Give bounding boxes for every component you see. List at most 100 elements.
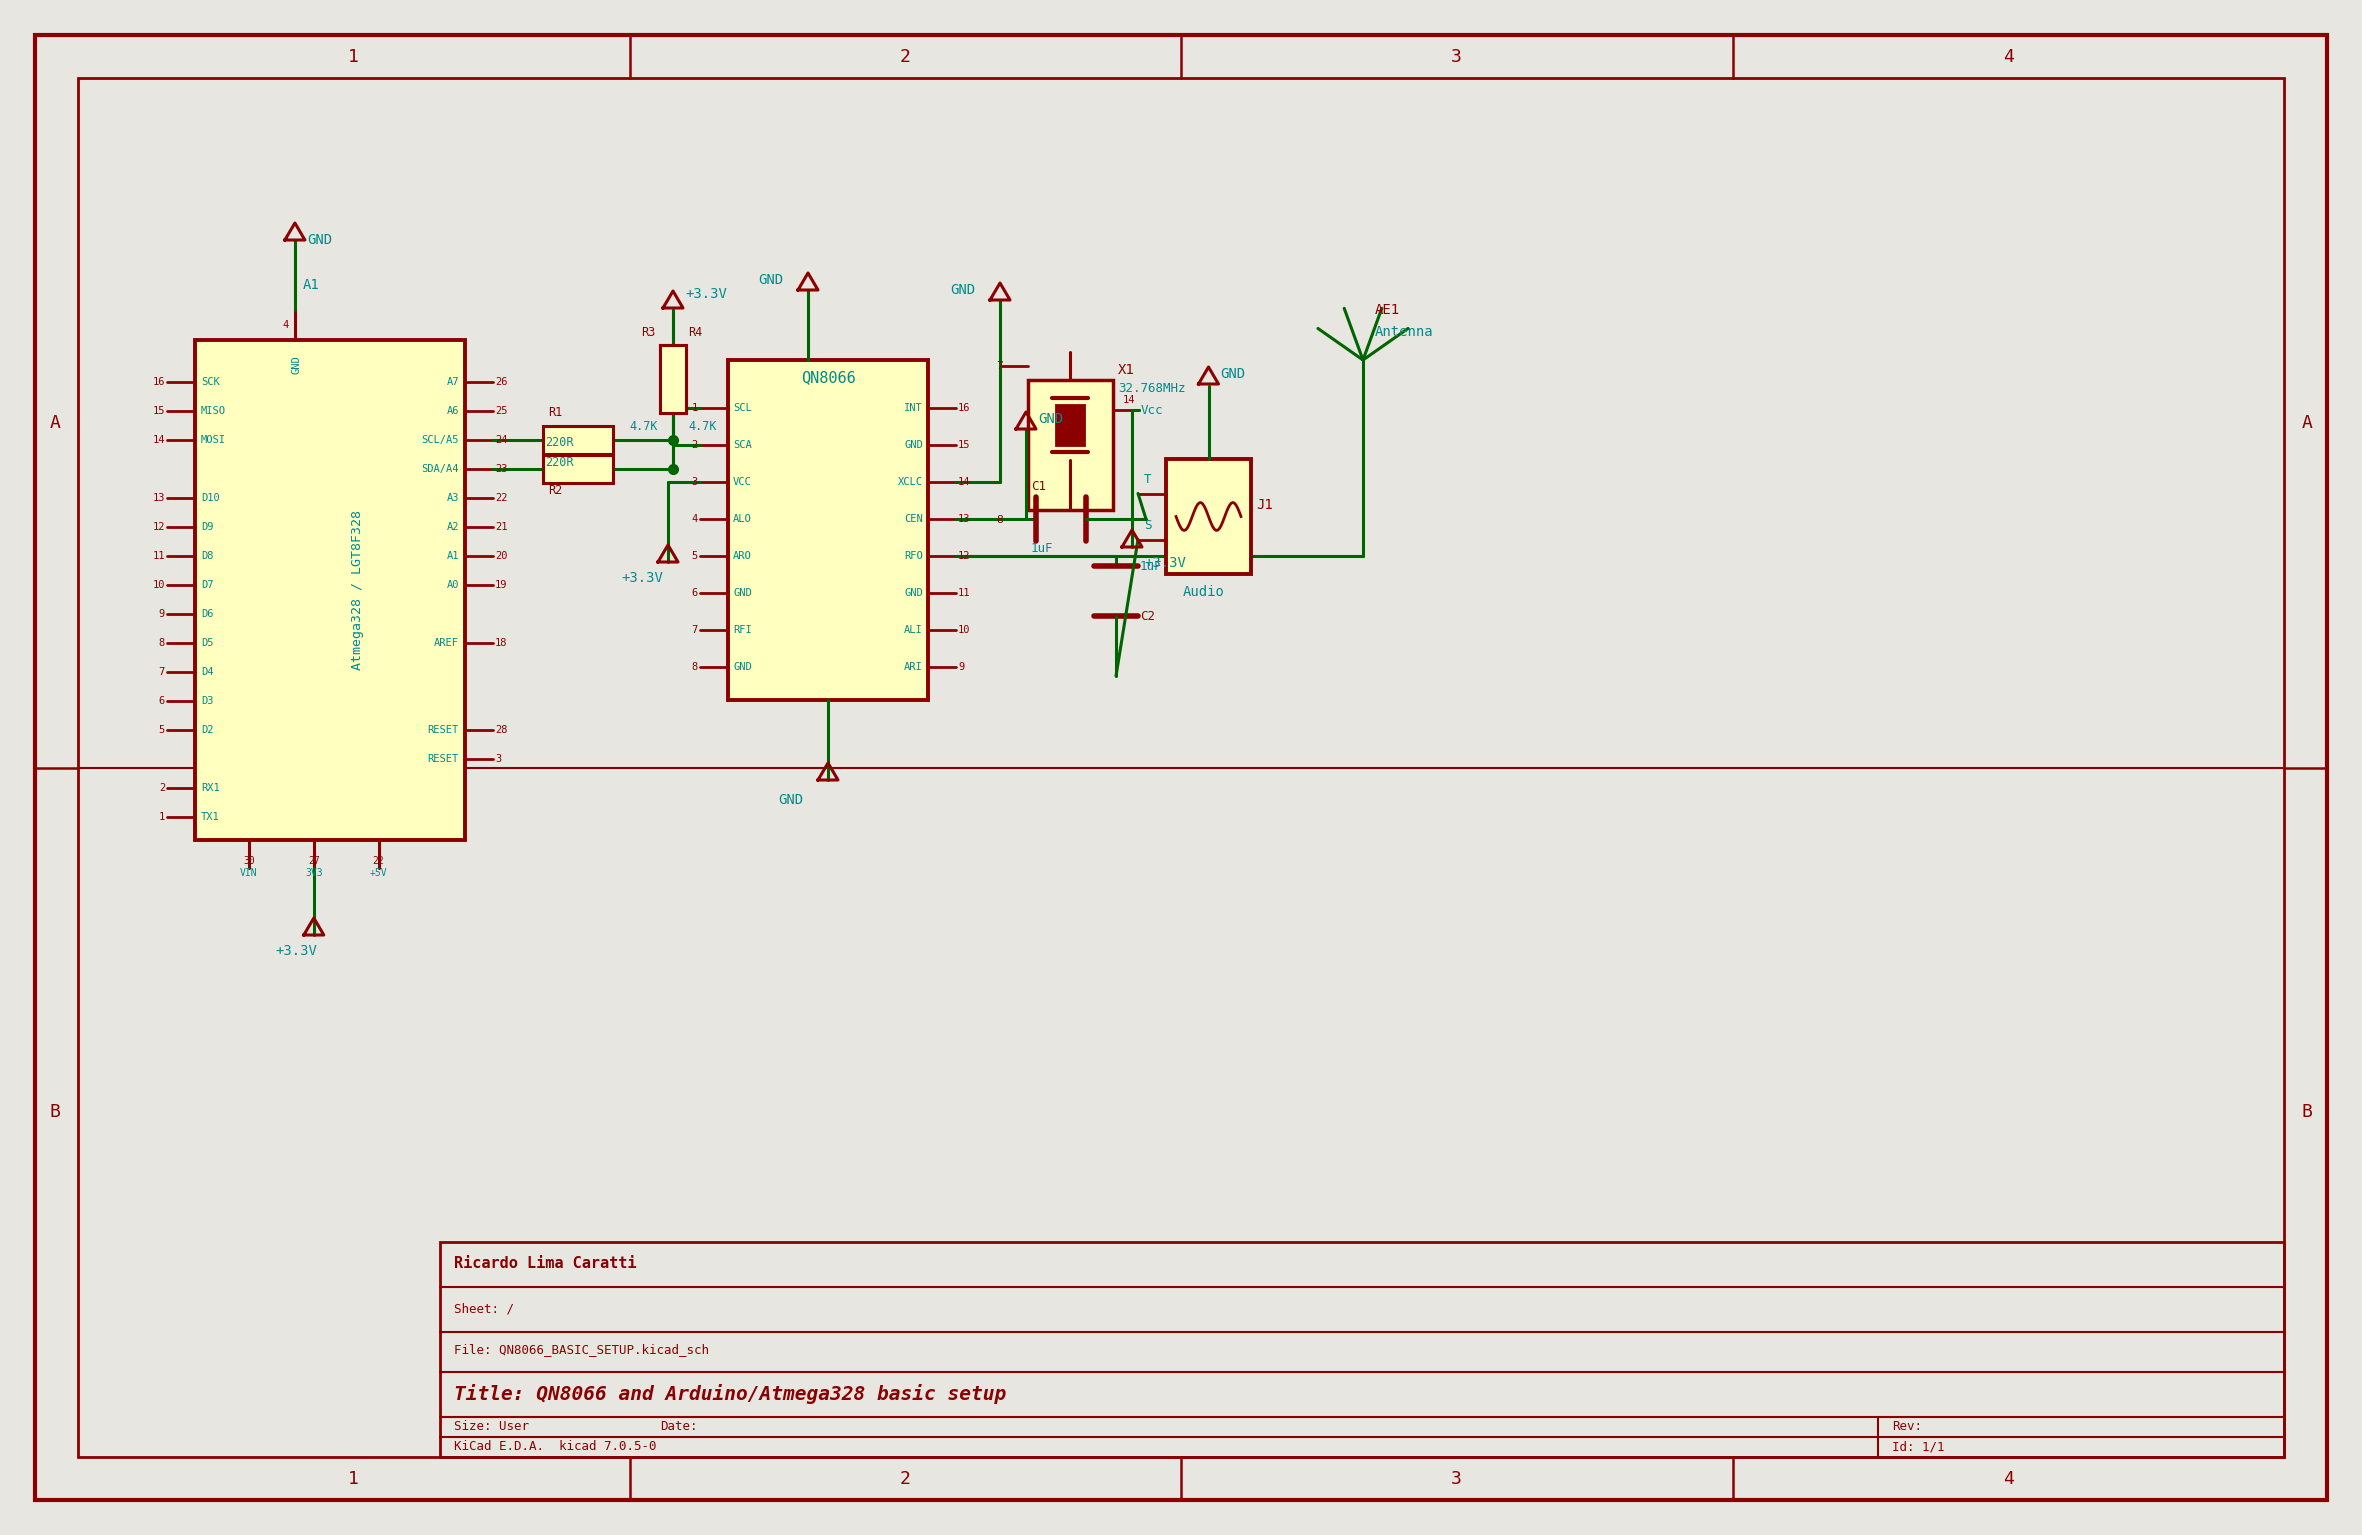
- Text: 16: 16: [959, 404, 971, 413]
- Text: 1uF: 1uF: [1141, 559, 1162, 573]
- Text: 10: 10: [154, 580, 165, 589]
- Text: GND: GND: [1221, 367, 1245, 381]
- Text: R3: R3: [640, 327, 654, 339]
- Text: 24: 24: [496, 434, 508, 445]
- Text: 2: 2: [158, 783, 165, 794]
- Text: 25: 25: [496, 405, 508, 416]
- Text: D3: D3: [201, 695, 213, 706]
- Text: D10: D10: [201, 493, 220, 503]
- Text: 1: 1: [692, 404, 699, 413]
- Text: 12: 12: [959, 551, 971, 560]
- Text: +3.3V: +3.3V: [1143, 556, 1186, 569]
- Text: D7: D7: [201, 580, 213, 589]
- Text: A6: A6: [446, 405, 458, 416]
- Text: AE1: AE1: [1375, 302, 1401, 318]
- Text: 2: 2: [900, 48, 912, 66]
- Text: 8: 8: [692, 662, 699, 672]
- Text: 2: 2: [692, 441, 699, 450]
- Text: B: B: [2301, 1104, 2312, 1121]
- Text: S: S: [1143, 519, 1153, 533]
- Text: D4: D4: [201, 668, 213, 677]
- Text: TX1: TX1: [201, 812, 220, 823]
- Text: 7: 7: [692, 625, 699, 635]
- Text: 22: 22: [496, 493, 508, 503]
- Text: 6: 6: [158, 695, 165, 706]
- Text: R1: R1: [548, 407, 562, 419]
- Text: 4: 4: [2003, 48, 2015, 66]
- Text: A2: A2: [446, 522, 458, 533]
- Text: 26: 26: [496, 378, 508, 387]
- Text: VIN: VIN: [241, 867, 257, 878]
- Text: GND: GND: [777, 794, 803, 807]
- Text: 19: 19: [496, 580, 508, 589]
- Text: 11: 11: [959, 588, 971, 599]
- Text: 11: 11: [154, 551, 165, 560]
- Text: 3: 3: [1450, 1469, 1462, 1487]
- Text: A1: A1: [302, 278, 319, 292]
- Text: 10: 10: [959, 625, 971, 635]
- Text: 4.7K: 4.7K: [631, 421, 659, 433]
- Text: CEN: CEN: [905, 514, 924, 523]
- Text: GND: GND: [732, 588, 751, 599]
- Text: Sheet: /: Sheet: /: [454, 1303, 515, 1315]
- Text: GND: GND: [1037, 411, 1063, 427]
- Text: 14: 14: [154, 434, 165, 445]
- Text: +3.3V: +3.3V: [685, 287, 727, 301]
- Text: GND: GND: [293, 355, 302, 373]
- Text: GND: GND: [307, 233, 333, 247]
- Text: 1: 1: [347, 1469, 359, 1487]
- Text: 8: 8: [997, 516, 1004, 525]
- Text: MISO: MISO: [201, 405, 227, 416]
- Bar: [659, 345, 685, 413]
- Text: 5: 5: [158, 725, 165, 735]
- Text: 3: 3: [692, 477, 699, 487]
- Text: 16: 16: [154, 378, 165, 387]
- Text: D5: D5: [201, 639, 213, 648]
- Text: D6: D6: [201, 609, 213, 619]
- Text: XCLC: XCLC: [898, 477, 924, 487]
- Text: 15: 15: [959, 441, 971, 450]
- Text: RESET: RESET: [428, 725, 458, 735]
- Text: Title: QN8066 and Arduino/Atmega328 basic setup: Title: QN8066 and Arduino/Atmega328 basi…: [454, 1385, 1006, 1405]
- Text: 6: 6: [692, 588, 699, 599]
- Text: R4: R4: [687, 327, 702, 339]
- Text: RFO: RFO: [905, 551, 924, 560]
- Text: C1: C1: [1030, 480, 1046, 493]
- Text: 13: 13: [959, 514, 971, 523]
- Text: ARO: ARO: [732, 551, 751, 560]
- Text: T: T: [1143, 473, 1153, 487]
- Text: +5V: +5V: [371, 867, 387, 878]
- Text: Date:: Date:: [659, 1420, 697, 1432]
- Text: +3.3V: +3.3V: [621, 571, 664, 585]
- Text: GND: GND: [732, 662, 751, 672]
- Text: SCL: SCL: [732, 404, 751, 413]
- Text: D9: D9: [201, 522, 213, 533]
- Text: RX1: RX1: [201, 783, 220, 794]
- Text: GND: GND: [905, 588, 924, 599]
- Text: 12: 12: [154, 522, 165, 533]
- Text: X1: X1: [1117, 362, 1134, 378]
- Text: KiCad E.D.A.  kicad 7.0.5-0: KiCad E.D.A. kicad 7.0.5-0: [454, 1440, 657, 1454]
- Text: 15: 15: [154, 405, 165, 416]
- Text: GND: GND: [758, 273, 784, 287]
- Text: 20: 20: [496, 551, 508, 560]
- Text: 23: 23: [496, 464, 508, 474]
- Text: A: A: [50, 414, 61, 431]
- Text: File: QN8066_BASIC_SETUP.kicad_sch: File: QN8066_BASIC_SETUP.kicad_sch: [454, 1343, 709, 1357]
- Text: A7: A7: [446, 378, 458, 387]
- Bar: [1056, 405, 1084, 445]
- Text: A0: A0: [446, 580, 458, 589]
- Text: +3.3V: +3.3V: [276, 944, 317, 958]
- Text: 5: 5: [692, 551, 699, 560]
- Text: 8: 8: [158, 639, 165, 648]
- Text: 14: 14: [1122, 394, 1136, 405]
- Text: 4.7K: 4.7K: [687, 421, 716, 433]
- Text: A: A: [2301, 414, 2312, 431]
- Text: 4: 4: [692, 514, 699, 523]
- Bar: [196, 339, 465, 840]
- Text: A1: A1: [446, 551, 458, 560]
- Text: ALI: ALI: [905, 625, 924, 635]
- Text: A3: A3: [446, 493, 458, 503]
- Bar: [78, 78, 2284, 1457]
- Text: GND: GND: [905, 441, 924, 450]
